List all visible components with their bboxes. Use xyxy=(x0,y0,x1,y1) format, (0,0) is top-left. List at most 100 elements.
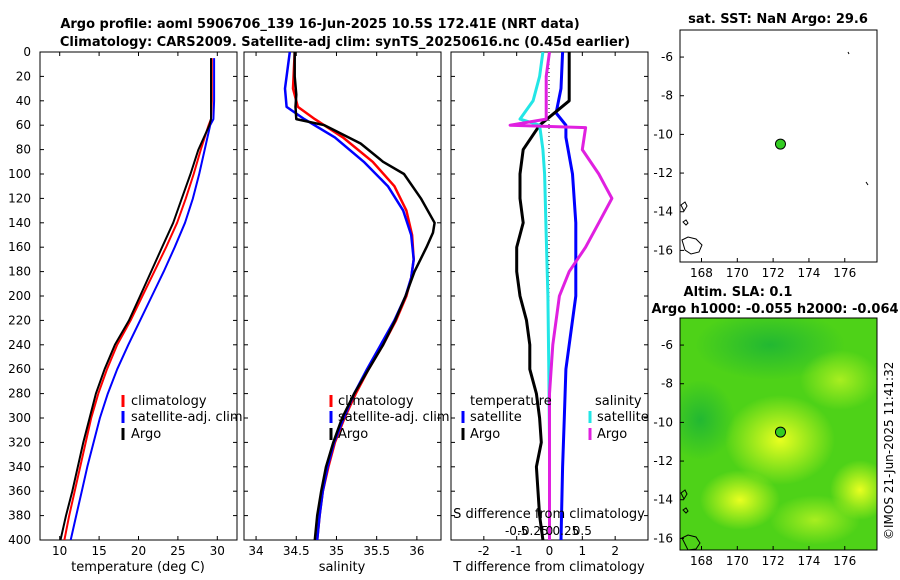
depth-tick-label: 320 xyxy=(8,435,31,449)
altim-subtitle: Argo h1000: -0.055 h2000: -0.064 xyxy=(651,302,898,317)
altim-map-frame xyxy=(679,317,878,551)
depth-tick-label: 40 xyxy=(16,94,31,108)
series-line-t-satellite xyxy=(554,52,578,540)
depth-tick-label: 260 xyxy=(8,362,31,376)
map-y-tick-label: -6 xyxy=(661,50,673,64)
difference-panel: -2 -1 0 1 2 T difference from climatology S … xyxy=(450,51,649,575)
x-tick-label: 2 xyxy=(611,544,619,558)
legend-climatology-label: climatology xyxy=(131,394,207,409)
sst-coastline xyxy=(680,51,869,255)
top-tick-label: -0.25 xyxy=(518,524,549,538)
island-shape xyxy=(681,534,701,550)
depth-tick-label: 20 xyxy=(16,69,31,83)
difference-xlabel: T difference from climatology xyxy=(452,560,645,575)
map-y-tick-label: -8 xyxy=(661,89,673,103)
x-tick-label: 10 xyxy=(52,544,67,558)
legend-t-argo-label: Argo xyxy=(470,427,500,442)
island-shape xyxy=(680,201,688,213)
depth-tick-label: 360 xyxy=(8,484,31,498)
x-tick-label: 25 xyxy=(170,544,185,558)
main-title-line2: Climatology: CARS2009. Satellite-adj cli… xyxy=(60,35,630,50)
x-tick-label: 34.5 xyxy=(283,544,310,558)
x-tick-label: 1 xyxy=(579,544,587,558)
sst-map-title: sat. SST: NaN Argo: 29.6 xyxy=(688,12,868,27)
x-tick-label: 35 xyxy=(329,544,344,558)
island-shape xyxy=(682,507,689,514)
island-shape xyxy=(682,219,689,226)
map-y-tick-label: -12 xyxy=(653,166,673,180)
difference-legend: temperature salinity satellite Argo sate… xyxy=(461,394,649,442)
depth-tick-label: 220 xyxy=(8,313,31,327)
depth-tick-label: 60 xyxy=(16,118,31,132)
map-x-tick-label: 170 xyxy=(726,554,749,568)
depth-tick-label: 380 xyxy=(8,509,31,523)
sla-low-anomaly xyxy=(680,380,735,460)
depth-tick-label: 200 xyxy=(8,289,31,303)
x-tick-label: 30 xyxy=(210,544,225,558)
argo-float-marker xyxy=(774,138,786,150)
top-tick-label: 0 xyxy=(546,524,554,538)
argo-float-marker xyxy=(774,426,786,438)
x-tick-label: 36 xyxy=(409,544,424,558)
x-tick-label: 0 xyxy=(546,544,554,558)
temperature-panel: 10 15 20 25 30 temperature (deg C) climatolo… xyxy=(39,51,243,575)
map-x-tick-label: 174 xyxy=(797,266,820,280)
difference-top-label: S difference from climatology xyxy=(453,507,645,522)
legend-t-satellite-label: satellite xyxy=(470,410,522,425)
x-tick-label: -2 xyxy=(478,544,490,558)
sst-map: 168 170 172 174 176 -6 -8 -10 -12 -14 -16 xyxy=(653,29,878,280)
x-tick-label: 35.5 xyxy=(363,544,390,558)
legend-s-argo-label: Argo xyxy=(597,427,627,442)
island-shape xyxy=(865,181,869,186)
map-x-tick-label: 174 xyxy=(797,554,820,568)
depth-tick-label: 280 xyxy=(8,387,31,401)
depth-tick-label: 400 xyxy=(8,533,31,547)
depth-tick-label: 160 xyxy=(8,240,31,254)
map-x-tick-label: 176 xyxy=(833,266,856,280)
salinity-xlabel: salinity xyxy=(319,560,366,575)
map-x-tick-label: 168 xyxy=(690,266,713,280)
altim-title: Altim. SLA: 0.1 xyxy=(684,285,793,300)
sla-mid-anomaly xyxy=(770,495,860,545)
map-y-tick-label: -16 xyxy=(653,531,673,545)
map-y-tick-label: -16 xyxy=(653,243,673,257)
legend-salinity-header: salinity xyxy=(595,394,642,409)
map-x-tick-label: 172 xyxy=(762,554,785,568)
depth-tick-label: 120 xyxy=(8,191,31,205)
depth-tick-label: 300 xyxy=(8,411,31,425)
series-line-argo xyxy=(293,52,436,540)
island-shape xyxy=(680,489,688,501)
depth-tick-label: 340 xyxy=(8,460,31,474)
temperature-legend: climatology satellite-adj. clim Argo xyxy=(121,394,243,442)
depth-tick-label: 80 xyxy=(16,143,31,157)
x-tick-label: 15 xyxy=(91,544,106,558)
temperature-axes-box xyxy=(39,51,238,541)
top-tick-label: 0.5 xyxy=(573,524,592,538)
map-x-tick-label: 168 xyxy=(690,554,713,568)
temperature-xlabel: temperature (deg C) xyxy=(71,560,205,575)
salinity-panel: 34 34.5 35 35.5 36 salinity climatology sate… xyxy=(243,51,450,575)
map-y-tick-label: -14 xyxy=(653,205,673,219)
map-x-tick-label: 176 xyxy=(833,554,856,568)
legend-climatology-label: climatology xyxy=(338,394,414,409)
altimetry-map: 168 170 172 174 176 -6 -8 -10 -12 -14 -16 xyxy=(653,317,878,568)
map-y-tick-label: -12 xyxy=(653,454,673,468)
legend-argo-label: Argo xyxy=(131,427,161,442)
top-tick-label: 0.25 xyxy=(553,524,580,538)
map-y-tick-label: -8 xyxy=(661,377,673,391)
map-x-tick-label: 170 xyxy=(726,266,749,280)
legend-temperature-header: temperature xyxy=(470,394,552,409)
x-tick-label: -1 xyxy=(511,544,523,558)
x-tick-label: 20 xyxy=(131,544,146,558)
series-line-satellite-adj-clim xyxy=(69,58,216,540)
depth-tick-label: 240 xyxy=(8,338,31,352)
depth-tick-label: 180 xyxy=(8,265,31,279)
salinity-legend: climatology satellite-adj. clim Argo xyxy=(329,394,450,442)
legend-argo-label: Argo xyxy=(338,427,368,442)
legend-s-satellite-label: satellite xyxy=(597,410,649,425)
island-shape xyxy=(681,236,703,255)
sla-high-anomaly xyxy=(725,395,835,485)
depth-tick-label: 100 xyxy=(8,167,31,181)
sla-mid-anomaly xyxy=(800,350,877,410)
